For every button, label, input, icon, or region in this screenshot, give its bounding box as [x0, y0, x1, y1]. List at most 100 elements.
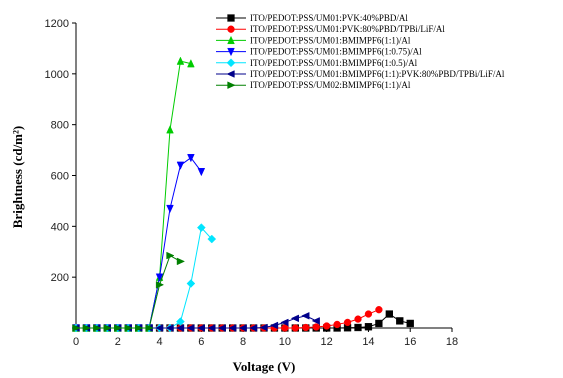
legend-item: ITO/PEDOT:PSS/UM01:PVK:40%PBD/Al [216, 13, 408, 23]
data-point [82, 324, 92, 332]
data-point [176, 56, 185, 65]
data-point [354, 323, 362, 332]
legend-item: ITO/PEDOT:PSS/UM01:BMIMPF6(1:1):PVK:80%P… [216, 69, 505, 79]
data-point [196, 223, 206, 232]
data-point [238, 324, 247, 332]
data-point [333, 320, 341, 329]
data-point [155, 273, 164, 282]
data-point [396, 317, 404, 325]
legend-marker [227, 25, 235, 33]
y-tick-label: 600 [51, 171, 69, 183]
data-point [176, 317, 185, 326]
series-line [76, 315, 317, 329]
x-tick-label: 0 [73, 336, 79, 348]
data-point [196, 324, 205, 332]
series-line [76, 254, 181, 329]
legend-label: ITO/PEDOT:PSS/UM02:BMIMPF6(1:1)/Al [250, 80, 411, 90]
data-point [72, 324, 81, 332]
data-point [375, 319, 383, 328]
legend-marker [227, 47, 235, 57]
data-point [291, 324, 299, 332]
legend-label: ITO/PEDOT:PSS/UM01:BMIMPF6(1:1)/Al [250, 35, 411, 45]
data-point [166, 125, 174, 134]
data-point [312, 323, 320, 331]
data-point [187, 154, 195, 163]
data-point [323, 322, 331, 330]
legend-item: ITO/PEDOT:PSS/UM01:BMIMPF6(1:0.5)/Al [216, 58, 418, 68]
data-point [154, 324, 164, 332]
data-point [186, 324, 195, 332]
series-line [76, 226, 213, 329]
y-tick-label: 800 [51, 120, 69, 132]
y-tick-label: 1000 [45, 69, 69, 81]
x-tick-label: 2 [115, 336, 121, 348]
data-point [207, 234, 217, 244]
series-7 [72, 251, 186, 332]
data-point [364, 323, 373, 331]
legend-marker [226, 58, 236, 68]
series-layer [71, 56, 414, 333]
data-point [166, 204, 174, 214]
series-5 [71, 223, 217, 333]
x-tick-label: 16 [404, 336, 416, 348]
data-point [176, 161, 185, 170]
data-point [364, 310, 373, 318]
data-point [343, 318, 352, 327]
legend-marker [227, 14, 235, 22]
legend: ITO/PEDOT:PSS/UM01:PVK:40%PBD/AlITO/PEDO… [216, 13, 505, 90]
data-point [290, 314, 299, 323]
y-tick-label: 200 [51, 272, 69, 284]
legend-item: ITO/PEDOT:PSS/UM01:PVK:80%PBD/TPBi/LiF/A… [216, 24, 445, 34]
data-point [248, 324, 258, 332]
x-tick-label: 18 [446, 336, 458, 348]
data-point [385, 310, 393, 318]
data-point [375, 306, 383, 314]
data-point [103, 324, 112, 332]
data-point [311, 317, 320, 325]
data-point [280, 318, 289, 327]
data-point [302, 323, 310, 332]
y-tick-label: 400 [51, 221, 69, 233]
data-point [197, 168, 206, 177]
y-tick-group: 200 400 600 800 1000 1200 [45, 18, 76, 284]
data-point [175, 324, 185, 332]
x-tick-label: 10 [279, 336, 291, 348]
legend-label: ITO/PEDOT:PSS/UM01:BMIMPF6(1:0.5)/Al [250, 58, 418, 68]
legend-marker [227, 35, 235, 45]
data-point [217, 324, 226, 332]
data-point [187, 59, 195, 68]
series-3 [72, 56, 195, 332]
x-tick-group: 0 2 4 6 8 10 12 14 16 18 [73, 328, 458, 348]
y-tick-label: 1200 [45, 18, 69, 30]
legend-item: ITO/PEDOT:PSS/UM01:BMIMPF6(1:1)/Al [216, 35, 411, 45]
data-point [166, 251, 175, 260]
data-point [114, 324, 123, 332]
legend-marker [226, 70, 235, 78]
legend-label: ITO/PEDOT:PSS/UM01:PVK:40%PBD/Al [250, 13, 408, 23]
data-point [207, 324, 216, 332]
legend-label: ITO/PEDOT:PSS/UM01:BMIMPF6(1:1):PVK:80%P… [250, 69, 505, 79]
legend-item: ITO/PEDOT:PSS/UM02:BMIMPF6(1:1)/Al [216, 80, 411, 90]
data-point [228, 324, 237, 332]
data-point [155, 281, 165, 289]
data-point [176, 257, 186, 266]
data-point [186, 279, 196, 288]
x-tick-label: 12 [321, 336, 333, 348]
data-point [145, 324, 154, 332]
plot-area: 0 2 4 6 8 10 12 14 16 18 200 400 600 800 1000 1200 [45, 18, 459, 348]
data-point [301, 312, 310, 320]
series-line [76, 157, 202, 329]
legend-label: ITO/PEDOT:PSS/UM01:BMIMPF6(1:0.75)/Al [250, 47, 422, 57]
series-line [76, 309, 380, 329]
legend-marker [227, 81, 236, 89]
data-point [281, 324, 289, 332]
data-point [124, 324, 133, 332]
x-axis-title: Voltage (V) [233, 359, 296, 374]
x-tick-label: 8 [240, 336, 246, 348]
data-point [406, 319, 414, 328]
x-tick-label: 4 [156, 336, 162, 348]
y-axis-title: Brightness (cd/m²) [10, 126, 25, 228]
x-tick-label: 14 [362, 336, 374, 348]
legend-label: ITO/PEDOT:PSS/UM01:PVK:80%PBD/TPBi/LiF/A… [250, 24, 445, 34]
